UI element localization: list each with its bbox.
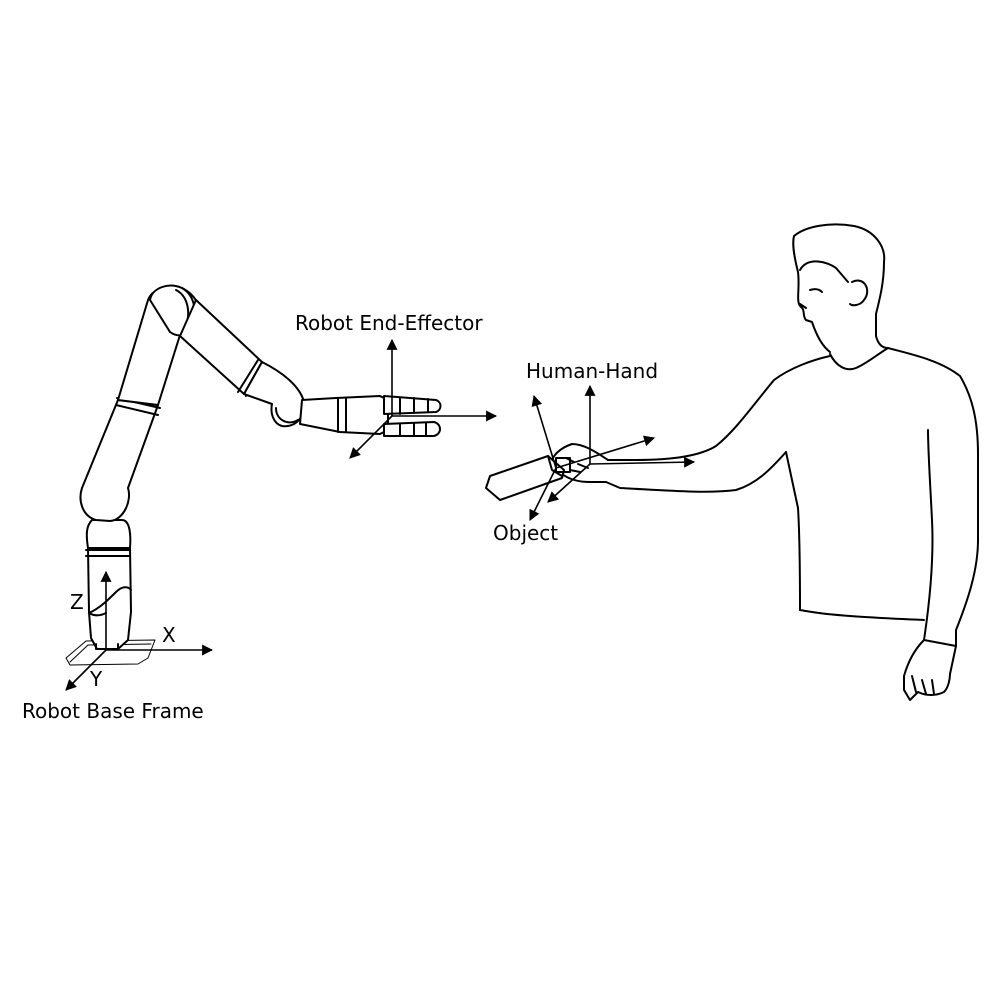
robot-shoulder-joint — [79, 399, 159, 522]
base-axis-y — [65, 649, 107, 691]
human-hand-label: Human-Hand — [526, 359, 658, 383]
human-hand-frame-axes — [547, 384, 696, 503]
robot-finger-lower — [383, 421, 441, 437]
base-frame-label: Robot Base Frame — [22, 699, 204, 723]
hand-axis-y — [547, 463, 591, 503]
robot-arm — [65, 284, 442, 666]
hand-axis-x — [589, 456, 696, 468]
axis-x-label: X — [162, 623, 176, 647]
human-torso — [887, 347, 979, 647]
human-other-hand — [903, 639, 957, 701]
robot-finger-upper — [383, 395, 442, 415]
object-frame-axes — [529, 394, 656, 521]
end-effector-label: Robot End-Effector — [295, 311, 483, 335]
human-hand — [551, 443, 609, 483]
object — [485, 455, 571, 501]
robot-forearm — [179, 299, 263, 395]
human-figure — [551, 223, 979, 701]
robot-base-plate — [65, 639, 156, 666]
object-body — [485, 455, 565, 501]
axis-y-label: Y — [89, 667, 103, 691]
robot-gripper-palm — [299, 395, 389, 435]
human-head — [792, 223, 886, 353]
robot-wrist-joint — [243, 361, 306, 428]
robot-lower-link — [85, 519, 132, 549]
object-axis-z — [531, 394, 557, 469]
base-frame-axes — [65, 570, 214, 691]
object-label: Object — [493, 521, 558, 545]
axis-z-label: Z — [70, 590, 84, 614]
human-arm — [607, 355, 831, 461]
end-effector-frame-axes — [349, 338, 498, 459]
object-axis-y — [529, 467, 557, 521]
object-axis-x — [555, 435, 656, 469]
ee-axis-y — [349, 415, 393, 459]
